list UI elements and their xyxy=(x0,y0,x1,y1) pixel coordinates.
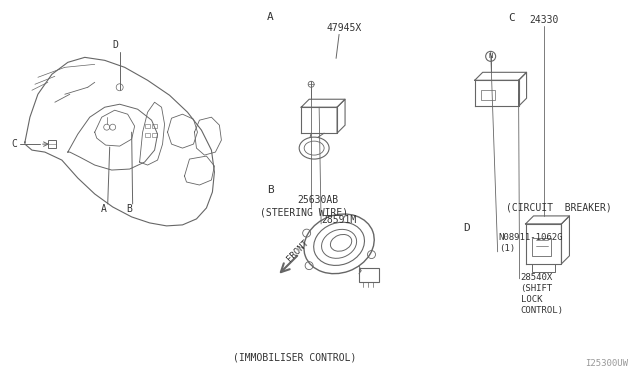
Text: B: B xyxy=(268,185,274,195)
Text: (SHIFT: (SHIFT xyxy=(520,284,553,293)
Text: CONTROL): CONTROL) xyxy=(520,306,564,315)
Text: 25630AB: 25630AB xyxy=(297,195,339,205)
Text: B: B xyxy=(127,204,132,214)
Bar xyxy=(145,124,150,128)
Text: (STEERING WIRE): (STEERING WIRE) xyxy=(260,208,348,218)
Text: A: A xyxy=(100,204,107,214)
Text: 47945X: 47945X xyxy=(326,23,362,33)
Bar xyxy=(145,133,150,137)
Text: N: N xyxy=(488,53,493,60)
Text: N08911-1062G: N08911-1062G xyxy=(499,233,563,243)
Bar xyxy=(48,140,56,148)
Bar xyxy=(481,90,495,100)
Bar xyxy=(532,238,552,256)
Text: (CIRCUIT  BREAKER): (CIRCUIT BREAKER) xyxy=(506,203,611,213)
Text: LOCK: LOCK xyxy=(520,295,542,304)
Bar xyxy=(359,268,379,282)
Text: A: A xyxy=(268,12,274,22)
Bar xyxy=(152,133,157,137)
Text: C: C xyxy=(11,139,17,149)
Text: (1): (1) xyxy=(499,244,515,253)
Text: D: D xyxy=(113,41,118,50)
Text: 28591M: 28591M xyxy=(321,215,356,225)
Text: I25300UW: I25300UW xyxy=(586,359,628,368)
Bar xyxy=(532,264,556,272)
Bar xyxy=(152,124,157,128)
Text: FRONT: FRONT xyxy=(285,238,310,264)
Text: (IMMOBILISER CONTROL): (IMMOBILISER CONTROL) xyxy=(232,353,356,363)
Text: 28540X: 28540X xyxy=(520,273,553,282)
Text: 24330: 24330 xyxy=(529,16,558,25)
Text: D: D xyxy=(464,223,470,233)
Text: C: C xyxy=(509,13,515,23)
